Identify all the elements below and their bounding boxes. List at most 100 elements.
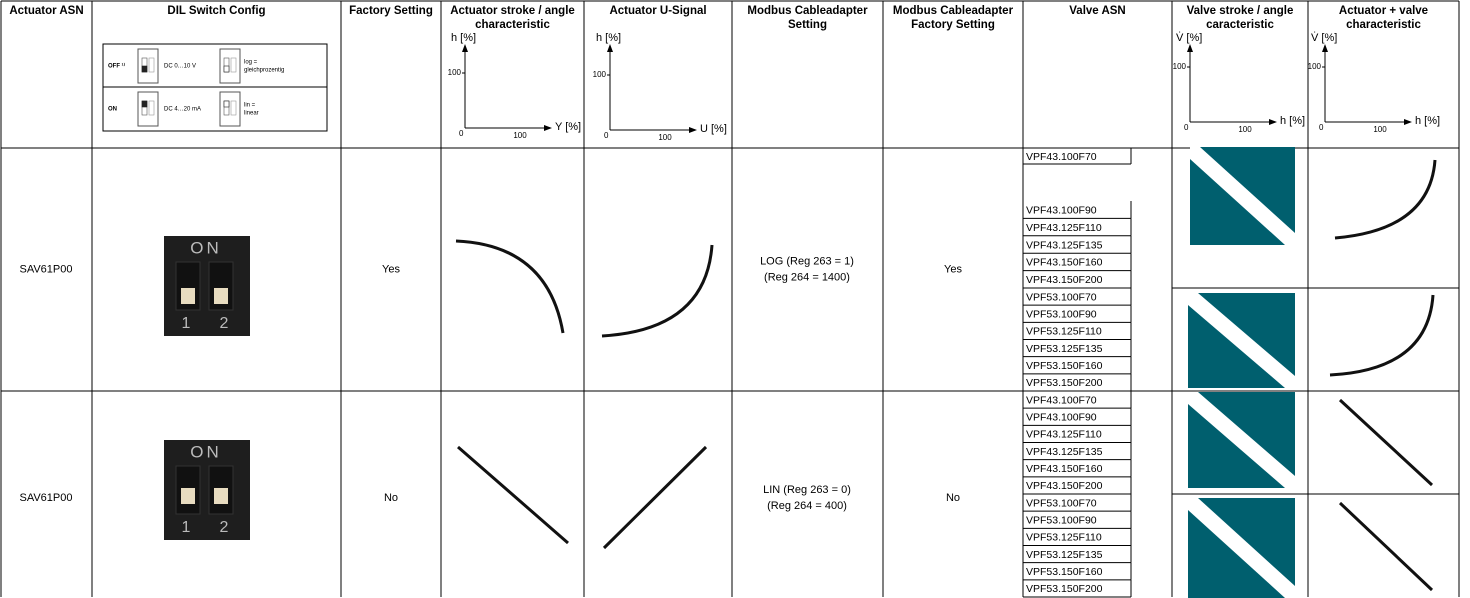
column-header: Actuator U-Signal (609, 5, 707, 17)
tick-label: 100 (1173, 62, 1187, 71)
arrow (462, 44, 468, 52)
modbus-setting: LOG (Reg 263 = 1) (760, 255, 854, 267)
axis-label: h [%] (596, 32, 621, 44)
arrow (1404, 119, 1412, 125)
switch-icon (137, 48, 159, 84)
switch-slot (148, 57, 155, 73)
dip-lever (181, 488, 195, 504)
tick-label: 100 (658, 133, 672, 142)
column-header: Valve ASN (1069, 5, 1126, 17)
dil-mode: lin = (244, 103, 256, 109)
valve-asn: VPF53.150F160 (1026, 566, 1103, 578)
valve-asn: VPF43.100F90 (1026, 412, 1097, 424)
tick-label: 0 (1184, 123, 1189, 132)
arrow (689, 127, 697, 133)
modbus-factory: No (946, 492, 960, 504)
modbus-factory: Yes (944, 263, 962, 275)
switch-slot (148, 100, 155, 116)
dip-on: ON (190, 238, 222, 257)
tick-label: 100 (1373, 125, 1387, 134)
valve-asn: VPF43.150F160 (1026, 257, 1103, 269)
column-header: Modbus Cableadapter Factory Setting (892, 5, 1014, 31)
dil-state: OFF ¹⁾ (108, 63, 126, 70)
valve-diagonal (1188, 498, 1295, 598)
combined-curve (1338, 398, 1434, 487)
switch-lever (223, 100, 230, 108)
valve-diagonal (1190, 147, 1295, 245)
valve-asn: VPF53.125F110 (1026, 326, 1102, 338)
switch-lever (141, 100, 148, 108)
switch-lever (141, 65, 148, 73)
tick-label: 0 (459, 129, 464, 138)
valve-diagonal (1188, 293, 1295, 388)
dil-mode: linear (244, 111, 259, 117)
arrow (544, 125, 552, 131)
column-header: Actuator stroke / angle characteristic (450, 5, 575, 31)
valve-asn: VPF43.100F70 (1026, 151, 1097, 163)
valve-asn: VPF53.125F110 (1026, 532, 1102, 544)
column-header: Modbus Cableadapter Setting (747, 5, 868, 31)
valve-asn: VPF53.100F70 (1026, 291, 1097, 303)
valve-asn: VPF43.125F110 (1026, 429, 1102, 441)
switch-slot (230, 57, 237, 73)
valve-asn: VPF53.125F135 (1026, 343, 1103, 355)
arrow (1187, 44, 1193, 52)
arrow (1269, 119, 1277, 125)
combined-curve (1329, 294, 1435, 377)
dip-lever (214, 488, 228, 504)
axis-label: U [%] (700, 123, 727, 135)
actuator-asn: SAV61P00 (19, 263, 72, 275)
switch-slot (230, 100, 237, 116)
stroke-curve (455, 239, 565, 334)
factory-setting: Yes (382, 263, 400, 275)
tick-label: 0 (604, 131, 609, 140)
valve-asn: VPF53.100F70 (1026, 497, 1097, 509)
dil-signal: DC 4…20 mA (164, 107, 201, 113)
u-signal-curve (602, 445, 708, 550)
tick-label: 100 (513, 131, 527, 140)
dil-state: ON (108, 107, 117, 113)
column-header: Factory Setting (349, 5, 433, 17)
arrow (607, 44, 613, 52)
valve-asn: VPF43.150F200 (1026, 274, 1103, 286)
switch-icon (137, 91, 159, 127)
valve-asn: VPF53.125F135 (1026, 549, 1103, 561)
tick-label: 100 (593, 70, 607, 79)
dip-slot (208, 465, 234, 515)
switch-icon (219, 91, 241, 127)
axis-label: h [%] (451, 32, 476, 44)
dip-number: 1 (182, 519, 191, 536)
valve-diagonal (1188, 392, 1295, 488)
valve-asn: VPF43.125F110 (1026, 222, 1102, 234)
valve-asn: VPF53.150F200 (1026, 583, 1103, 595)
combined-curve (1338, 501, 1434, 592)
actuator-asn: SAV61P00 (19, 492, 72, 504)
valve-asn: VPF53.150F160 (1026, 360, 1103, 372)
axis-label: Y [%] (555, 121, 581, 133)
axis-label: h [%] (1280, 115, 1305, 127)
dip-lever (181, 288, 195, 304)
modbus-setting: LIN (Reg 263 = 0) (763, 484, 851, 496)
column-header: Actuator + valve characteristic (1338, 5, 1429, 31)
modbus-setting: (Reg 264 = 400) (767, 500, 847, 512)
tick-label: 0 (1319, 123, 1324, 132)
dip-lever (214, 288, 228, 304)
axis-label: h [%] (1415, 115, 1440, 127)
stroke-curve (457, 445, 569, 545)
modbus-setting: (Reg 264 = 1400) (764, 271, 850, 283)
valve-asn: VPF53.100F90 (1026, 309, 1097, 321)
valve-asn: VPF43.150F200 (1026, 480, 1103, 492)
valve-asn: VPF43.100F90 (1026, 204, 1097, 216)
valve-asn: VPF43.100F70 (1026, 394, 1097, 406)
switch-icon (219, 48, 241, 84)
dil-mode: gleichprozentig (244, 68, 284, 74)
valve-asn: VPF53.100F90 (1026, 515, 1097, 527)
column-header: Valve stroke / angle caracteristic (1186, 5, 1294, 31)
valve-asn: VPF43.125F135 (1026, 446, 1103, 458)
combined-curve (1334, 159, 1437, 240)
arrow (1322, 44, 1328, 52)
valve-asn: VPF43.150F160 (1026, 463, 1103, 475)
valve-asn: VPF43.125F135 (1026, 239, 1103, 251)
